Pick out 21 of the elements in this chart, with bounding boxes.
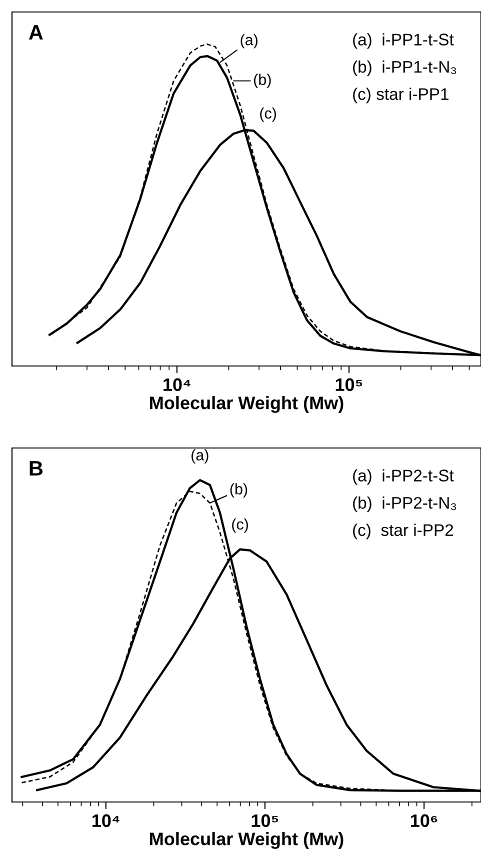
x-tick-label: 10⁴ xyxy=(164,378,190,392)
annotation: (a) i-PP1-t-St xyxy=(353,33,454,49)
chart-title: A xyxy=(28,25,43,40)
annotation: (a) i-PP2-t-St xyxy=(353,469,454,485)
x-tick-label: 10⁵ xyxy=(336,378,362,392)
annotation: (c) star i-PP1 xyxy=(353,88,448,104)
x-axis-title: Molecular Weight (Mw) xyxy=(150,396,344,413)
annotation: (b) i-PP1-t-N₃ xyxy=(353,60,456,76)
annotation: (a) xyxy=(240,34,258,48)
annotation: (b) i-PP2-t-N₃ xyxy=(353,496,456,512)
annotation: (c) xyxy=(232,518,248,533)
annotation: (a) xyxy=(192,449,208,464)
annotation: (c) star i-PP2 xyxy=(353,524,454,540)
x-axis-title: Molecular Weight (Mw) xyxy=(150,832,344,849)
x-tick-label: 10⁴ xyxy=(92,814,120,828)
annotation: (b) xyxy=(230,483,248,498)
chart-title: B xyxy=(30,461,43,476)
annotation: (b) xyxy=(254,74,271,88)
x-tick-label: 10⁶ xyxy=(410,814,438,828)
x-tick-label: 10⁵ xyxy=(252,814,278,828)
annotation: (c) xyxy=(260,108,276,122)
